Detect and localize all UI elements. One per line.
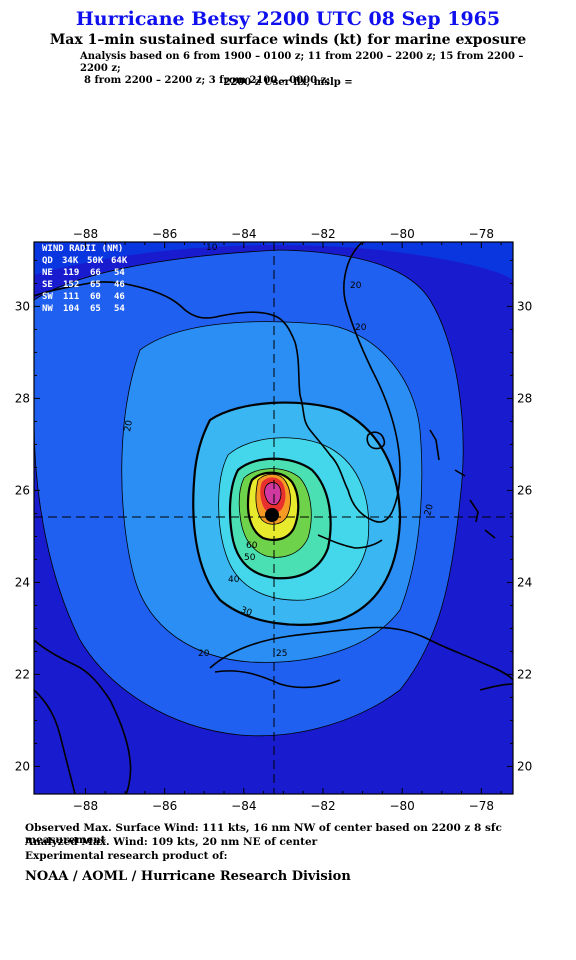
contour-label: 50: [244, 553, 256, 563]
y-tick-label-right: 28: [517, 391, 532, 405]
y-tick-label-right: 26: [517, 483, 532, 497]
wind-radii-header-34k: 34K: [62, 256, 79, 266]
x-tick-label-top: −84: [231, 227, 256, 241]
wind-radii-row-64k: 46: [114, 280, 125, 290]
contour-label: 20: [423, 503, 436, 517]
yucatan-coast: [34, 639, 132, 794]
atlantic-coast: [343, 242, 401, 513]
wind-radii-table: WIND RADII (NM) QD 34K 50K 64K NE 119 66…: [42, 244, 128, 314]
lake-okeechobee: [366, 431, 386, 450]
analysis-line-1: Analysis based on 6 from 1900 – 0100 z; …: [80, 51, 524, 74]
x-tick-label-top: −86: [152, 227, 177, 241]
y-tick-label-left: 28: [15, 391, 30, 405]
wind-radii-row-34k: 104: [63, 304, 80, 314]
x-tick-label-bottom: −80: [389, 799, 414, 813]
bahamas: [429, 429, 496, 539]
contour-label: 25: [276, 649, 287, 659]
analysis-info: Analysis based on 6 from 1900 – 0100 z; …: [80, 51, 550, 87]
y-tick-label-left: 26: [15, 483, 30, 497]
chart-subtitle: Max 1–min sustained surface winds (kt) f…: [49, 32, 527, 48]
x-tick-label-bottom: −88: [73, 799, 98, 813]
y-tick-label-left: 30: [15, 299, 30, 313]
wind-radii-row-qd: NW: [42, 304, 53, 314]
wind-radii-row-qd: SW: [42, 292, 53, 302]
x-tick-label-top: −78: [469, 227, 494, 241]
chart-title: Hurricane Betsy 2200 UTC 08 Sep 1965: [75, 8, 501, 30]
mexico-coast: [34, 689, 76, 794]
band-110kt: [264, 482, 281, 505]
contour-lines: [34, 249, 464, 737]
wind-radii-row-34k: 111: [63, 292, 79, 302]
x-tick-label-top: −82: [310, 227, 335, 241]
x-tick-label-top: −88: [73, 227, 98, 241]
wind-radii-row-34k: 119: [63, 268, 79, 278]
wind-radii-row-qd: SE: [42, 280, 53, 290]
y-tick-label-right: 30: [517, 299, 532, 313]
contour-label: 20: [350, 281, 362, 291]
wind-radii-row-64k: 54: [114, 268, 125, 278]
observed-max-wind: Observed Max. Surface Wind: 111 kts, 16 …: [25, 822, 502, 846]
contour-labels: 20 20 20 20 20 30 40 50 60 25 10: [123, 243, 436, 659]
analysis-line-2: 8 from 2200 – 2200 z; 3 from 2100 – 0000…: [84, 75, 330, 86]
wind-radii-row-64k: 46: [114, 292, 125, 302]
coastlines: [34, 242, 513, 794]
wind-radii-header-qd: QD: [42, 256, 53, 266]
wind-radii-row-50k: 66: [90, 268, 101, 278]
keys: [317, 534, 383, 549]
contour-label: 30: [239, 605, 253, 618]
hispaniola-coast: [479, 683, 513, 691]
y-tick-label-right: 24: [517, 575, 532, 589]
wind-field: [34, 242, 513, 794]
wind-radii-row-34k: 152: [63, 280, 79, 290]
y-tick-label-right: 20: [517, 759, 532, 773]
wind-radii-header-50k: 50K: [87, 256, 104, 266]
user-flx-line: 2200 z User flx; mslp =: [223, 77, 353, 88]
wind-radii-header-64k: 64K: [111, 256, 128, 266]
x-tick-label-bottom: −84: [231, 799, 256, 813]
analyzed-max-wind: Analyzed Max. Wind: 109 kts, 20 nm NE of…: [25, 836, 318, 848]
wind-radii-row-50k: 65: [90, 304, 101, 314]
contour-label: 20: [198, 649, 210, 659]
contour-label: 20: [123, 419, 135, 432]
x-tick-label-bottom: −78: [469, 799, 494, 813]
storm-center-marker: [265, 508, 279, 522]
gulf-coast: [34, 281, 393, 523]
cuba-coast: [209, 626, 513, 689]
contour-label: 40: [228, 575, 240, 585]
x-tick-label-bottom: −82: [310, 799, 335, 813]
contour-label: 60: [246, 541, 258, 551]
y-tick-label-right: 22: [517, 667, 532, 681]
x-tick-label-bottom: −86: [152, 799, 177, 813]
wind-radii-title: WIND RADII (NM): [42, 244, 123, 254]
y-tick-label-left: 22: [15, 667, 30, 681]
organization: NOAA / AOML / Hurricane Research Divisio…: [25, 869, 351, 884]
wind-radii-row-50k: 65: [90, 280, 101, 290]
y-tick-label-left: 20: [15, 759, 30, 773]
contour-label: 20: [355, 323, 367, 333]
wind-radii-row-qd: NE: [42, 268, 53, 278]
wind-radii-row-64k: 54: [114, 304, 125, 314]
y-tick-label-left: 24: [15, 575, 30, 589]
experimental-note: Experimental research product of:: [25, 850, 228, 862]
x-tick-label-top: −80: [389, 227, 414, 241]
contour-label: 10: [206, 243, 218, 253]
contour-lines-bold: [192, 401, 402, 626]
wind-radii-row-50k: 60: [90, 292, 101, 302]
